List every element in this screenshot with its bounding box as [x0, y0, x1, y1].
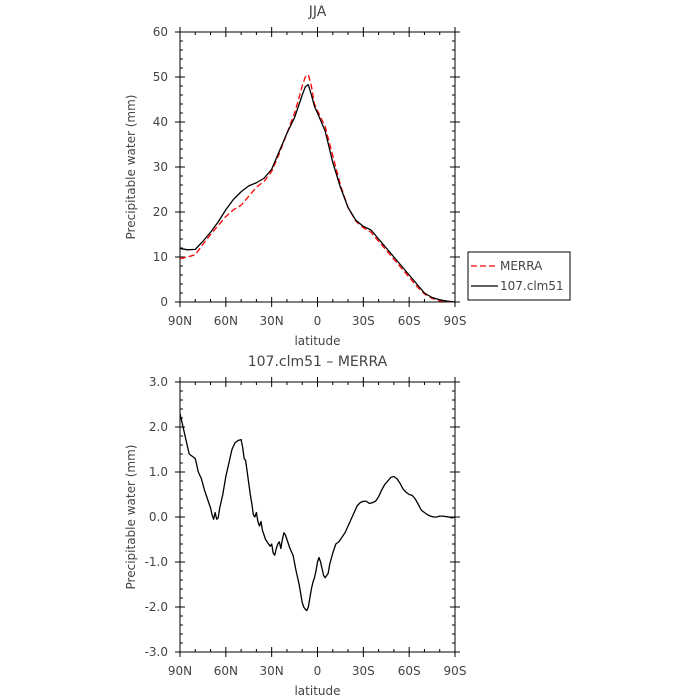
y-tick-label: 20 — [153, 205, 168, 219]
series-line-107-clm51 — [179, 84, 456, 303]
legend-label: 107.clm51 — [500, 279, 564, 293]
legend: MERRA 107.clm51 — [467, 251, 571, 301]
x-tick-label: 60S — [398, 314, 421, 328]
x-tick-label: 30N — [260, 664, 284, 678]
y-tick-label: 3.0 — [149, 375, 168, 389]
plot-frame — [179, 381, 456, 653]
y-tick-label: 0.0 — [149, 510, 168, 524]
legend-box — [467, 251, 571, 301]
x-axis-label: latitude — [294, 334, 340, 348]
x-tick-label: 0 — [314, 314, 322, 328]
y-tick-label: 60 — [153, 25, 168, 39]
series-line-series-0 — [179, 413, 456, 612]
y-tick-label: -3.0 — [145, 645, 168, 659]
y-tick-label: -2.0 — [145, 600, 168, 614]
y-tick-label: 40 — [153, 115, 168, 129]
y-tick-label: -1.0 — [145, 555, 168, 569]
legend-label: MERRA — [500, 259, 543, 273]
chart-panel-top: JJA 0 10 20 30 40 50 60 90N 60N 30N 0 30S 60S 90S latit… — [124, 4, 571, 348]
x-tick-label: 0 — [314, 664, 322, 678]
series-line-merra — [179, 74, 456, 303]
chart-title: JJA — [308, 4, 327, 20]
y-tick-label: 50 — [153, 70, 168, 84]
x-tick-label: 60S — [398, 664, 421, 678]
y-tick-label: 1.0 — [149, 465, 168, 479]
y-tick-label: 0 — [160, 295, 168, 309]
x-axis-label: latitude — [294, 684, 340, 698]
y-axis-label: Precipitable water (mm) — [124, 95, 138, 240]
y-axis-label: Precipitable water (mm) — [124, 445, 138, 590]
x-tick-label: 90N — [168, 314, 192, 328]
y-tick-label: 2.0 — [149, 420, 168, 434]
x-tick-label: 90S — [444, 664, 467, 678]
chart-title: 107.clm51 – MERRA — [248, 354, 388, 370]
x-tick-label: 30S — [352, 314, 375, 328]
x-tick-label: 60N — [214, 314, 238, 328]
plot-frame — [179, 31, 456, 303]
x-tick-label: 30N — [260, 314, 284, 328]
y-tick-label: 30 — [153, 160, 168, 174]
x-tick-label: 90S — [444, 314, 467, 328]
y-tick-label: 10 — [153, 250, 168, 264]
chart-panel-bottom: 107.clm51 – MERRA -3.0 -2.0 -1.0 0.0 1.0 2.0 3.… — [124, 354, 466, 698]
x-tick-label: 60N — [214, 664, 238, 678]
x-tick-label: 90N — [168, 664, 192, 678]
x-tick-label: 30S — [352, 664, 375, 678]
